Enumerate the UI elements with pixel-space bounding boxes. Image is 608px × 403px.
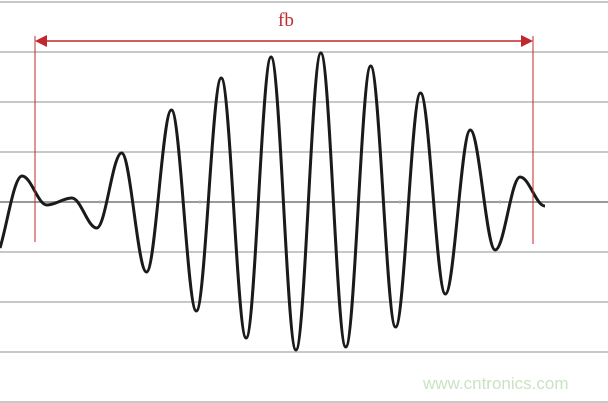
arrowhead-left-icon [35,35,47,47]
watermark: www.cntronics.com [423,374,569,393]
waveform-line [0,51,546,352]
bandwidth-label: fb [278,10,294,31]
arrowhead-right-icon [521,35,533,47]
